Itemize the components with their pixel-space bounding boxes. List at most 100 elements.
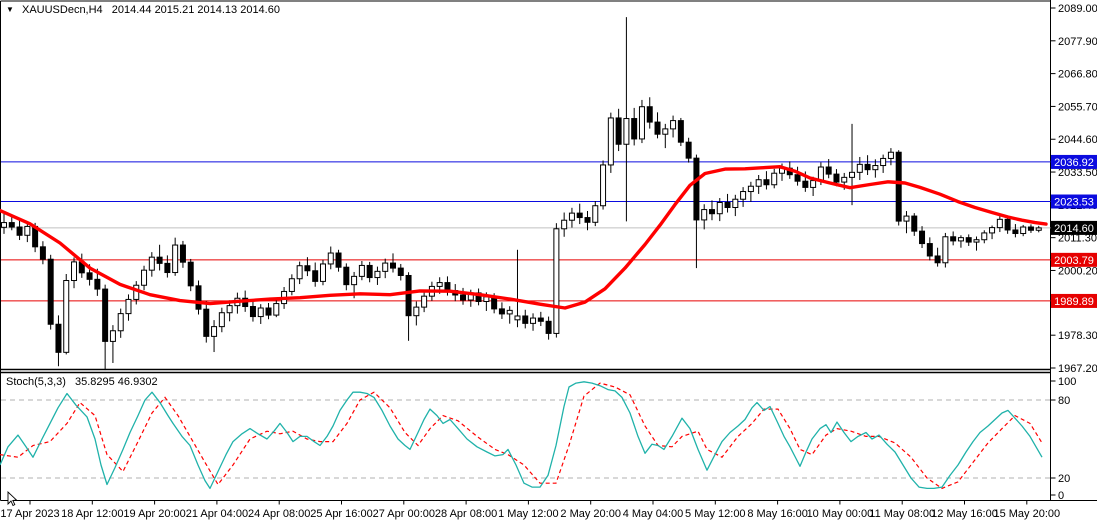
candle — [226, 305, 233, 314]
level-badge-text: 2023.53 — [1054, 197, 1094, 209]
time-axis-area[interactable] — [0, 501, 1097, 526]
candle — [693, 157, 700, 221]
time-tick-label: 4 May 04:00 — [623, 508, 684, 520]
time-tick-label: 2 May 20:00 — [560, 508, 621, 520]
candle — [335, 252, 342, 268]
price-tick-label: 2033.50 — [1058, 167, 1097, 179]
candle — [553, 228, 560, 334]
candle — [460, 294, 467, 301]
candle — [561, 219, 568, 230]
candle — [16, 226, 23, 236]
stoch-indicator-label: Stoch(5,3,3) 35.8295 46.9302 — [6, 376, 158, 388]
candle — [794, 174, 801, 182]
candle — [288, 278, 295, 292]
candle — [172, 244, 179, 274]
candle — [685, 141, 692, 159]
candle — [218, 312, 225, 328]
candle — [934, 255, 941, 264]
candle — [1035, 227, 1042, 231]
candle — [895, 151, 902, 222]
candle — [530, 317, 537, 324]
candle — [810, 180, 817, 188]
candle — [950, 236, 957, 242]
candle — [1027, 226, 1034, 231]
candle — [911, 215, 918, 232]
candle — [327, 252, 334, 265]
candle — [903, 215, 910, 222]
symbol-dropdown-icon[interactable]: ▼ — [6, 5, 14, 14]
price-tick-label: 2055.70 — [1058, 101, 1097, 113]
candle — [522, 315, 529, 324]
level-badge-bg[interactable] — [1051, 154, 1097, 169]
candle — [747, 185, 754, 193]
candle — [203, 308, 210, 337]
stoch-main-line — [0, 381, 1043, 490]
candle — [856, 163, 863, 173]
candle — [374, 270, 381, 279]
candle — [662, 128, 669, 135]
candle — [887, 151, 894, 159]
price-tick-label: 2066.80 — [1058, 69, 1097, 81]
candle — [568, 212, 575, 221]
candle — [763, 179, 770, 186]
candle — [514, 315, 521, 321]
candle — [996, 218, 1003, 229]
time-tick-label: 21 Apr 04:00 — [186, 508, 248, 520]
stoch-tick-label: 100 — [1058, 376, 1076, 388]
price-axis-area[interactable] — [1051, 0, 1097, 501]
current-price-badge-bg[interactable] — [1051, 220, 1097, 235]
candle — [71, 261, 78, 282]
candle — [498, 308, 505, 315]
candle — [436, 282, 443, 287]
candle — [592, 205, 599, 223]
candle — [164, 262, 171, 274]
candle — [117, 313, 124, 332]
level-badge-bg[interactable] — [1051, 293, 1097, 308]
candle — [366, 264, 373, 279]
candle — [102, 288, 109, 342]
candle — [600, 164, 607, 207]
level-badge-text: 1989.89 — [1054, 296, 1094, 308]
candle — [390, 262, 396, 269]
current-price-badge-text: 2014.60 — [1054, 223, 1094, 235]
candle — [148, 256, 155, 271]
candle — [86, 272, 93, 280]
level-badge-bg[interactable] — [1051, 194, 1097, 209]
candle — [358, 264, 365, 277]
time-tick-label: 1 May 12:00 — [498, 508, 559, 520]
price-tick-label: 1967.20 — [1058, 363, 1097, 375]
candle — [319, 263, 326, 282]
candle — [109, 330, 116, 342]
price-tick-label: 1978.30 — [1058, 330, 1097, 342]
stoch-tick-label: 80 — [1058, 395, 1070, 407]
candle — [545, 320, 552, 334]
level-badge-text: 2036.92 — [1054, 157, 1094, 169]
time-tick-label: 17 Apr 2023 — [0, 508, 59, 520]
candle — [187, 261, 194, 287]
candle — [989, 227, 996, 234]
price-tick-label: 2011.30 — [1058, 233, 1097, 245]
time-tick-label: 11 May 08:00 — [869, 508, 935, 520]
time-tick-label: 24 Apr 08:00 — [248, 508, 310, 520]
candle — [444, 282, 451, 292]
level-badge-text: 2003.79 — [1054, 255, 1094, 267]
time-tick-label: 19 Apr 20:00 — [123, 508, 185, 520]
candle — [24, 225, 31, 236]
candle — [537, 317, 544, 322]
candle — [701, 209, 708, 221]
candle — [312, 270, 319, 282]
candle — [63, 280, 70, 353]
time-tick-label: 10 May 00:00 — [807, 508, 874, 520]
candle — [55, 323, 62, 353]
level-badge-bg[interactable] — [1051, 252, 1097, 267]
candle — [740, 191, 747, 200]
time-tick-label: 12 May 16:00 — [931, 508, 998, 520]
candle — [125, 298, 132, 315]
stoch-signal-line — [0, 382, 1043, 490]
candle — [981, 232, 988, 241]
candle — [973, 239, 980, 243]
candle — [1004, 218, 1011, 231]
candle — [716, 201, 723, 215]
